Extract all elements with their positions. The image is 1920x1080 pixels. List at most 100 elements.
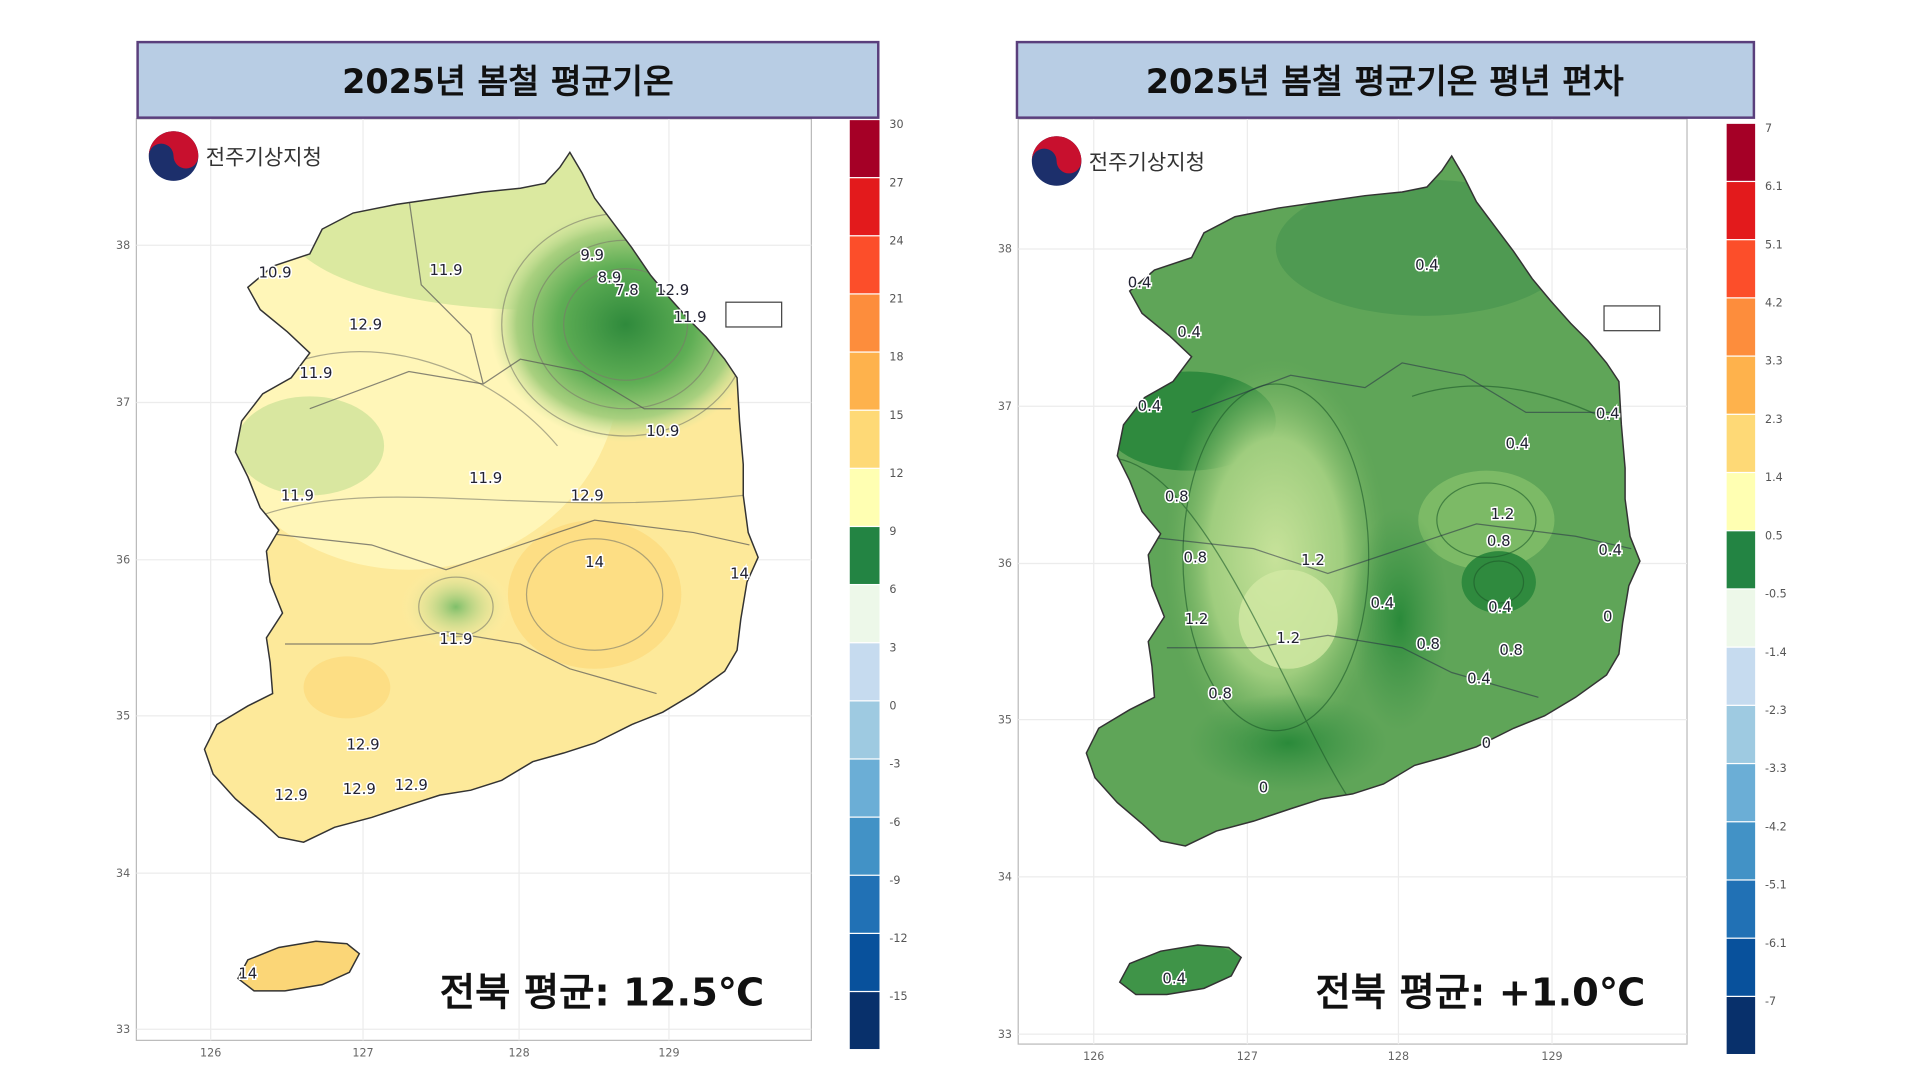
title-box <box>136 40 880 119</box>
colorbar-swatch <box>1726 647 1756 705</box>
colorbar-label: 2.3 <box>1765 413 1783 426</box>
colorbar-label: -6 <box>889 816 900 829</box>
colorbar-label: -0.5 <box>1765 588 1787 601</box>
contour-label: 0 <box>1259 779 1268 797</box>
colorbar-swatch <box>849 992 880 1050</box>
colorbar-swatch <box>1726 589 1756 647</box>
colorbar-swatch <box>849 934 880 991</box>
contour-label: 11.9 <box>439 630 472 648</box>
contour-label: 12.9 <box>346 735 379 753</box>
contour-label: 12.9 <box>349 315 382 333</box>
colorbar-swatch <box>849 585 880 643</box>
contour-labels: 10.9 11.9 9.9 8.97.8 12.9 11.9 12.9 11.9 10.9 11.… <box>237 245 751 984</box>
colorbar-label: 9 <box>889 525 896 538</box>
contour-label: 8.9 <box>598 268 622 286</box>
contour-label: 14 <box>585 553 604 571</box>
colorbar-swatch <box>1726 531 1756 589</box>
colorbar-label: 15 <box>889 409 903 422</box>
contour-label: 9.9 <box>580 246 604 264</box>
contour-label: 0.4 <box>1162 969 1186 987</box>
colorbar-label: -3 <box>889 758 900 771</box>
contour-label: 0.4 <box>1128 273 1152 291</box>
panel-title: 2025년 봄철 평균기온 <box>342 62 674 101</box>
colorbar-swatch <box>849 236 880 294</box>
colorbar-label: 6.1 <box>1765 180 1783 193</box>
lat-tick-label: 34 <box>116 867 130 880</box>
lon-tick-label: 129 <box>1541 1050 1562 1063</box>
contour-label: 1.2 <box>1491 505 1515 523</box>
lon-tick-label: 126 <box>200 1046 221 1059</box>
contour-label: 14 <box>238 964 257 982</box>
lon-tick-label: 127 <box>352 1046 373 1059</box>
contour-label: 0.4 <box>1177 323 1201 341</box>
contour-label: 1.2 <box>1301 551 1325 569</box>
inset-box <box>725 301 783 328</box>
contour-label: 12.9 <box>275 786 308 804</box>
lat-tick-label: 38 <box>998 243 1012 256</box>
colorbar-swatch <box>849 643 880 701</box>
colorbar-swatch <box>1726 240 1756 298</box>
colorbar-swatch <box>1726 473 1756 531</box>
contour-label: 12.9 <box>656 281 689 299</box>
colorbar-label: 7 <box>1765 122 1772 135</box>
contour-label: 11.9 <box>299 364 332 382</box>
contour-labels: 0.4 0.4 0.4 0.4 0.4 0.4 0.8 1.2 0.8 0.8 0.4 1.2 0.4 0… <box>1126 254 1623 988</box>
contour-label: 0.4 <box>1596 405 1620 423</box>
lat-tick-label: 33 <box>116 1023 130 1036</box>
colorbar-label: 3.3 <box>1765 355 1783 368</box>
axis-ticks: 38 37 36 35 34 33 126 127 128 129 <box>998 243 1563 1064</box>
contour-label: 12.9 <box>571 486 604 504</box>
colorbar-swatch <box>849 178 880 236</box>
contour-label: 0.4 <box>1138 397 1162 415</box>
colorbar-label: 18 <box>889 351 903 364</box>
colorbar-label: 5.1 <box>1765 238 1783 251</box>
colorbar-label: -9 <box>889 874 900 887</box>
contour-label: 11.9 <box>281 486 314 504</box>
colorbar-label: 4.2 <box>1765 297 1783 310</box>
colorbar-swatch <box>849 875 880 933</box>
colorbar-label: 21 <box>889 293 903 306</box>
lat-tick-label: 34 <box>998 871 1012 884</box>
lat-tick-label: 36 <box>116 554 130 567</box>
colorbar-swatch <box>849 701 880 759</box>
colorbar-label: -3.3 <box>1765 762 1787 775</box>
contour-label: 0.4 <box>1506 434 1530 452</box>
contour-label: 0.4 <box>1598 541 1622 559</box>
colorbar-swatch <box>1726 414 1756 472</box>
contour-label: 1.2 <box>1276 629 1300 647</box>
colorbar-label: 30 <box>889 118 903 131</box>
colorbar-label: 1.4 <box>1765 471 1783 484</box>
colorbar-label: -12 <box>889 932 907 945</box>
colorbar-label: 27 <box>889 176 903 189</box>
contour-label: 0.8 <box>1165 488 1189 506</box>
right-panel: 전주기상지청 0.40.40.40.4 0.40.40.81.20.80.8 0.4… <box>998 40 1787 1064</box>
inset-box <box>1603 305 1661 332</box>
colorbar-label: 6 <box>889 583 896 596</box>
lat-tick-label: 35 <box>116 710 130 723</box>
logo-text: 전주기상지청 <box>1089 150 1205 175</box>
lat-tick-label: 37 <box>116 396 130 409</box>
colorbar-label: 12 <box>889 467 903 480</box>
contour-label: 0.4 <box>1371 594 1395 612</box>
colorbar-label: -4.2 <box>1765 820 1787 833</box>
contour-label: 0 <box>1482 734 1491 752</box>
colorbar-swatch <box>1726 764 1756 822</box>
contour-label: 0.8 <box>1487 532 1511 550</box>
panel-title: 2025년 봄철 평균기온 평년 편차 <box>1146 62 1624 101</box>
contour-label: 10.9 <box>646 422 679 440</box>
contour-label: 0.4 <box>1415 256 1439 274</box>
contour-label: 7.8 <box>615 281 639 299</box>
contour-label: 0.8 <box>1416 635 1440 653</box>
lon-tick-label: 128 <box>508 1046 529 1059</box>
colorbar-label: -2.3 <box>1765 704 1787 717</box>
logo: 전주기상지청 <box>1031 136 1205 186</box>
colorbar-swatch <box>849 527 880 584</box>
colorbar-swatch <box>1726 182 1756 240</box>
lat-tick-label: 36 <box>998 557 1012 570</box>
colorbar-label: -1.4 <box>1765 646 1787 659</box>
lon-tick-label: 129 <box>658 1046 679 1059</box>
colorbar-swatch <box>1726 705 1756 763</box>
colorbar-swatch <box>1726 298 1756 356</box>
colorbar-swatch <box>1726 822 1756 880</box>
lon-tick-label: 128 <box>1388 1050 1409 1063</box>
